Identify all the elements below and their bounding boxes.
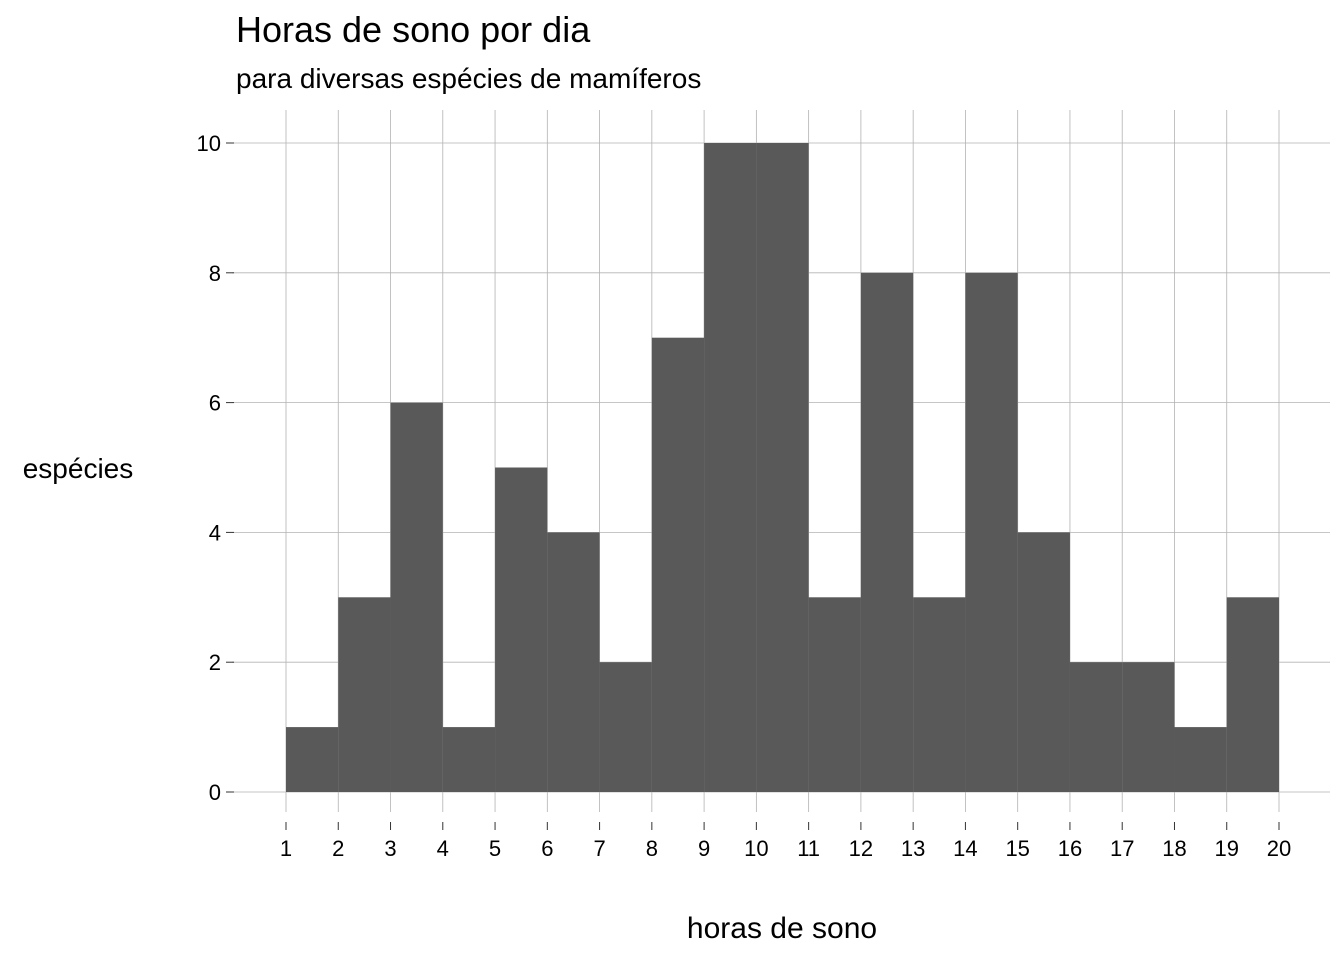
histogram-bar <box>599 662 652 792</box>
y-tick-label: 10 <box>197 131 221 156</box>
x-tick-label: 8 <box>646 836 658 861</box>
y-tick-label: 0 <box>209 780 221 805</box>
x-axis-label: horas de sono <box>687 912 877 945</box>
x-tick-label: 20 <box>1267 836 1291 861</box>
x-tick-label: 5 <box>489 836 501 861</box>
y-axis-label: espécies <box>23 453 134 484</box>
histogram-bar <box>1069 662 1123 792</box>
histogram-bar <box>286 727 339 792</box>
y-tick-label: 8 <box>209 261 221 286</box>
histogram-bar <box>495 467 548 792</box>
x-tick-label: 13 <box>901 836 925 861</box>
histogram-bar <box>390 402 443 792</box>
histogram-bar <box>756 143 809 792</box>
x-tick-label: 10 <box>744 836 768 861</box>
x-tick-label: 11 <box>797 836 820 861</box>
histogram-bar <box>913 597 966 792</box>
x-tick-label: 17 <box>1110 836 1134 861</box>
histogram-bar <box>1122 662 1175 792</box>
x-tick-label: 14 <box>953 836 977 861</box>
histogram-bar <box>965 272 1018 792</box>
histogram-bar <box>860 272 914 792</box>
histogram-bar <box>704 143 757 792</box>
x-axis: 1 2 3 4 5 6 7 8 9 10 11 12 13 14 15 16 17 18 19 20 <box>280 822 1291 861</box>
histogram-bar <box>547 532 600 792</box>
histogram-bars <box>286 143 1279 792</box>
y-axis: 0 2 4 6 8 10 <box>197 131 234 805</box>
histogram-bar <box>1226 597 1279 792</box>
histogram-bar <box>1017 532 1070 792</box>
x-tick-label: 7 <box>593 836 605 861</box>
y-tick-label: 2 <box>209 650 221 675</box>
x-tick-label: 3 <box>384 836 396 861</box>
x-tick-label: 15 <box>1005 836 1029 861</box>
chart-subtitle: para diversas espécies de mamíferos <box>236 63 701 94</box>
x-tick-label: 18 <box>1162 836 1186 861</box>
x-tick-label: 6 <box>541 836 553 861</box>
x-tick-label: 16 <box>1058 836 1082 861</box>
histogram-bar <box>442 727 496 792</box>
x-tick-label: 2 <box>332 836 344 861</box>
x-tick-label: 1 <box>280 836 292 861</box>
x-tick-label: 19 <box>1214 836 1238 861</box>
x-tick-label: 9 <box>698 836 710 861</box>
histogram-bar <box>808 597 861 792</box>
y-tick-label: 4 <box>209 520 221 545</box>
x-tick-label: 4 <box>437 836 449 861</box>
histogram-bar <box>338 597 391 792</box>
y-tick-label: 6 <box>209 391 221 416</box>
chart-title: Horas de sono por dia <box>236 9 591 50</box>
x-tick-label: 12 <box>849 836 873 861</box>
histogram-bar <box>1174 727 1227 792</box>
histogram-bar <box>651 337 705 792</box>
